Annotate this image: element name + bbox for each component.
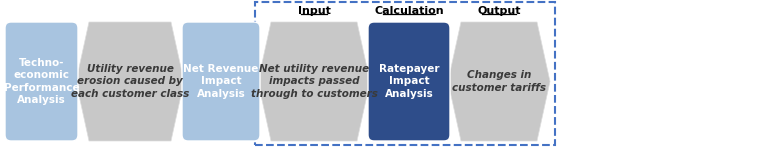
Text: Changes in
customer tariffs: Changes in customer tariffs xyxy=(452,70,546,93)
Text: Techno-
economic
Performance
Analysis: Techno- economic Performance Analysis xyxy=(4,58,79,105)
Text: Calculation: Calculation xyxy=(374,6,444,16)
Text: Utility revenue
erosion caused by
each customer class: Utility revenue erosion caused by each c… xyxy=(71,64,189,99)
Text: Net Revenue
Impact
Analysis: Net Revenue Impact Analysis xyxy=(184,64,259,99)
Polygon shape xyxy=(76,22,184,141)
Bar xyxy=(255,2,555,145)
Polygon shape xyxy=(448,22,550,141)
Text: Output: Output xyxy=(477,6,521,16)
Text: Ratepayer
Impact
Analysis: Ratepayer Impact Analysis xyxy=(379,64,439,99)
Text: Input: Input xyxy=(297,6,330,16)
Polygon shape xyxy=(258,22,370,141)
Text: Net utility revenue
impacts passed
through to customers: Net utility revenue impacts passed throu… xyxy=(250,64,377,99)
FancyBboxPatch shape xyxy=(182,22,260,141)
FancyBboxPatch shape xyxy=(368,22,450,141)
FancyBboxPatch shape xyxy=(5,22,78,141)
